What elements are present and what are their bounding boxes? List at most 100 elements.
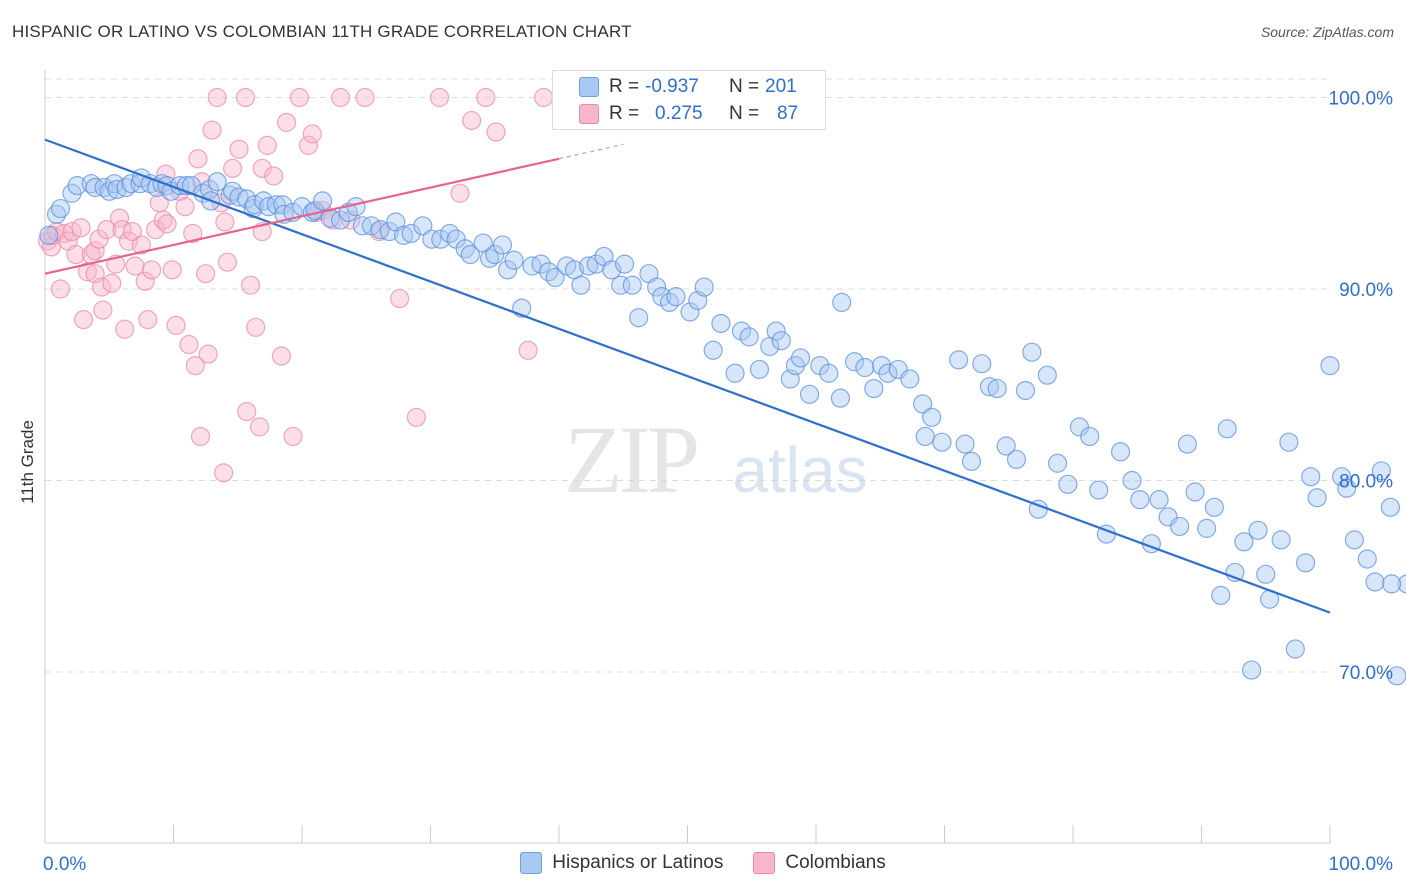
- data-point: [1337, 478, 1357, 498]
- trend-line-colombians: [44, 157, 560, 275]
- data-point: [996, 436, 1016, 456]
- x-tick-label: 100.0%: [1329, 854, 1394, 875]
- data-point: [1177, 434, 1197, 454]
- data-point: [116, 177, 136, 198]
- data-point: [1069, 417, 1090, 437]
- data-point: [185, 356, 205, 376]
- data-point: [355, 87, 375, 108]
- chart-title: HISPANIC OR LATINO VS COLOMBIAN 11TH GRA…: [12, 22, 632, 41]
- data-point: [878, 363, 898, 383]
- data-point: [790, 348, 811, 368]
- data-point: [138, 310, 158, 330]
- data-point: [271, 346, 292, 366]
- data-point: [1058, 474, 1078, 494]
- data-point: [1295, 553, 1316, 573]
- data-point: [711, 313, 731, 334]
- data-point: [1037, 365, 1057, 385]
- data-point: [406, 407, 426, 427]
- data-point: [71, 218, 91, 238]
- data-point: [229, 187, 249, 207]
- r-value: -0.937: [645, 76, 699, 97]
- data-point: [1047, 453, 1068, 473]
- data-point: [680, 302, 700, 322]
- trend-lines: [44, 138, 1331, 614]
- data-point: [1365, 572, 1385, 592]
- data-point: [264, 166, 284, 186]
- data-point: [455, 239, 475, 259]
- data-point: [611, 275, 631, 295]
- data-point: [1217, 419, 1237, 439]
- watermark: ZIP atlas: [564, 406, 868, 513]
- series-hispanics: [39, 168, 1406, 686]
- data-point: [188, 149, 208, 169]
- stats-swatch-blue: [579, 77, 599, 97]
- data-point: [961, 451, 982, 471]
- data-point: [157, 214, 177, 234]
- data-point: [39, 225, 59, 245]
- data-point: [131, 235, 151, 255]
- data-point: [486, 122, 506, 142]
- data-point: [175, 197, 195, 217]
- data-point: [498, 260, 518, 280]
- data-point: [109, 208, 130, 228]
- data-point: [198, 344, 218, 364]
- n-label: N =: [729, 76, 760, 97]
- data-point: [1301, 467, 1321, 487]
- data-point: [241, 275, 261, 295]
- data-point: [725, 363, 745, 383]
- data-point: [915, 426, 935, 447]
- stats-swatch-pink: [579, 104, 599, 124]
- x-tick-label: 0.0%: [43, 854, 86, 875]
- data-point: [196, 264, 216, 284]
- data-point: [652, 287, 672, 307]
- data-point: [1285, 639, 1305, 659]
- data-point: [1357, 549, 1377, 569]
- data-point: [207, 87, 227, 108]
- data-point: [1080, 426, 1100, 447]
- data-point: [614, 254, 635, 274]
- data-point: [50, 279, 71, 299]
- data-point: [118, 231, 139, 251]
- data-point: [135, 271, 155, 291]
- data-point: [237, 189, 257, 209]
- data-point: [379, 221, 399, 242]
- data-point: [207, 172, 227, 192]
- data-point: [545, 267, 565, 288]
- data-point: [485, 244, 505, 265]
- data-point: [253, 191, 274, 211]
- data-point: [393, 225, 414, 245]
- legend-item-colombians[interactable]: Colombians: [753, 852, 886, 874]
- data-point: [1089, 480, 1109, 500]
- data-point: [1130, 490, 1150, 510]
- data-point: [832, 292, 852, 313]
- data-point: [749, 359, 770, 380]
- data-point: [1320, 356, 1340, 376]
- data-point: [50, 198, 71, 219]
- n-value: 201: [765, 76, 797, 97]
- data-point: [413, 216, 433, 236]
- data-point: [703, 340, 723, 360]
- data-point: [1197, 518, 1217, 538]
- data-point: [81, 174, 101, 194]
- source-label: Source: ZipAtlas.com: [1260, 24, 1394, 40]
- data-point: [1271, 530, 1291, 550]
- data-point: [504, 250, 524, 270]
- data-point: [215, 212, 235, 232]
- data-point: [1022, 342, 1042, 362]
- data-point: [864, 378, 884, 399]
- data-point: [258, 197, 279, 217]
- data-point: [492, 235, 513, 255]
- data-point: [289, 87, 310, 108]
- data-point: [647, 277, 667, 297]
- data-point: [276, 112, 297, 132]
- data-point: [771, 331, 791, 351]
- data-point: [214, 463, 234, 483]
- trend-line-colombians-extension: [558, 143, 624, 160]
- data-point: [1149, 490, 1169, 510]
- data-point: [102, 273, 122, 293]
- data-point: [1380, 497, 1400, 517]
- axes: [44, 70, 1331, 844]
- data-point: [460, 244, 480, 265]
- legend-item-hispanics[interactable]: Hispanics or Latinos: [520, 852, 723, 874]
- data-point: [122, 221, 142, 242]
